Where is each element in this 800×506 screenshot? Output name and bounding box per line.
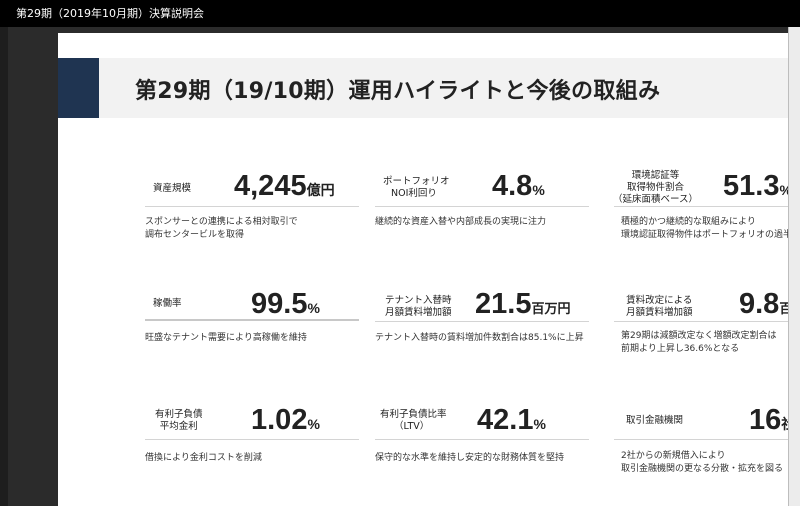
metric-label-rent-revision: 賃料改定による 月額賃料増加額 — [626, 295, 693, 318]
left-frame — [0, 27, 8, 506]
metric-divider — [375, 206, 589, 207]
metric-label-avg-interest: 有利子負債 平均金利 — [155, 409, 203, 432]
metric-value-noi-yield: 4.8% — [492, 170, 545, 202]
window-titlebar: 第29期（2019年10月期）決算説明会 — [0, 0, 800, 27]
metric-desc-noi-yield: 継続的な資産入替や内部成長の実現に注力 — [375, 217, 547, 227]
metric-label-lenders: 取引金融機関 — [626, 415, 684, 426]
metric-divider — [614, 321, 788, 322]
metric-divider — [145, 206, 359, 207]
metric-label-noi-yield: ポートフォリオ NOI利回り — [383, 176, 450, 199]
metric-label-green-cert: 環境認証等 取得物件割合 （延床面積ベース） — [613, 170, 699, 205]
metric-value-avg-interest: 1.02% — [251, 404, 320, 436]
slide-title: 第29期（19/10期）運用ハイライトと今後の取組み — [135, 79, 661, 104]
metric-divider — [145, 439, 359, 440]
window-title: 第29期（2019年10月期）決算説明会 — [16, 7, 204, 20]
title-band — [58, 58, 788, 118]
title-accent-bar — [58, 58, 99, 118]
metric-desc-lenders: 2社からの新規借入により 取引金融機関の更なる分散・拡充を図る — [621, 451, 784, 474]
metric-desc-rent-revision: 第29期は減額改定なく増額改定割合は 前期より上昇し36.6%となる — [621, 331, 777, 354]
metric-label-asset-size: 資産規模 — [153, 183, 192, 194]
metric-desc-occupancy: 旺盛なテナント需要により高稼働を維持 — [145, 333, 307, 343]
metric-divider — [375, 439, 589, 440]
presentation-slide: 第29期（19/10期）運用ハイライトと今後の取組み 資産規模 4,245億円 … — [58, 33, 788, 506]
metric-divider — [145, 319, 359, 321]
metric-value-ltv: 42.1% — [477, 404, 546, 436]
metric-desc-green-cert: 積極的かつ継続的な取組みにより 環境認証取得物件はポートフォリオの過半 — [621, 217, 788, 240]
metric-value-tenant-replacement: 21.5百万円 — [475, 288, 571, 320]
metric-desc-tenant-replacement: テナント入替時の賃料増加件数割合は85.1%に上昇 — [375, 333, 584, 343]
metric-desc-asset-size: スポンサーとの連携による相対取引で 調布センタービルを取得 — [145, 217, 298, 240]
metric-value-lenders: 16社 — [749, 404, 788, 436]
metric-value-asset-size: 4,245億円 — [234, 170, 335, 202]
metric-desc-avg-interest: 借換により金利コストを削減 — [145, 453, 262, 463]
metric-value-occupancy: 99.5% — [251, 288, 320, 320]
metric-divider — [375, 321, 589, 322]
metric-label-tenant-replacement: テナント入替時 月額賃料増加額 — [385, 295, 452, 318]
metric-value-rent-revision: 9.8百万円 — [739, 288, 788, 320]
vertical-scrollbar[interactable] — [788, 27, 800, 506]
metric-label-ltv: 有利子負債比率 （LTV） — [380, 409, 447, 432]
metric-divider — [614, 206, 788, 207]
metric-divider — [614, 439, 788, 440]
metric-label-occupancy: 稼働率 — [153, 298, 182, 309]
metric-desc-ltv: 保守的な水準を維持し安定的な財務体質を堅持 — [375, 453, 565, 463]
metric-value-green-cert: 51.3% — [723, 170, 788, 202]
